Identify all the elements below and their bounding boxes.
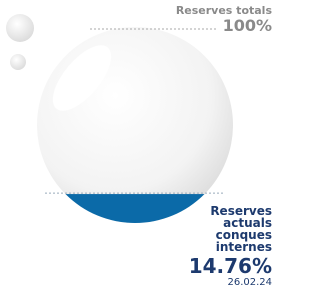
bubble bbox=[6, 14, 34, 42]
gauge-widget: Reserves totals 100% Reserves actuals co… bbox=[0, 0, 284, 291]
value-label: 14.76% bbox=[189, 254, 272, 278]
series-label: Reserves actuals conques internes bbox=[192, 205, 272, 253]
tank bbox=[37, 27, 233, 223]
bubble bbox=[10, 54, 26, 70]
max-label: 100% bbox=[223, 16, 272, 35]
date: 26.02.24 bbox=[227, 277, 272, 288]
